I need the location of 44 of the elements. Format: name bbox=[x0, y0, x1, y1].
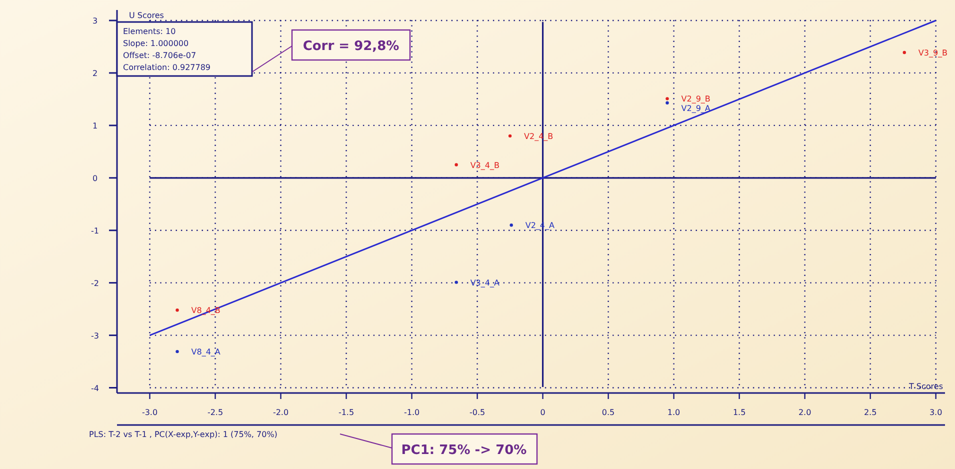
x-tick-label: -1.0 bbox=[404, 408, 420, 417]
annotation: Offset: -8.706e-07 bbox=[123, 51, 196, 60]
y-tick-label: -3 bbox=[91, 331, 99, 340]
point bbox=[666, 101, 669, 104]
x-tick-label: 1.5 bbox=[732, 408, 746, 417]
y-tick-label: 3 bbox=[92, 16, 98, 26]
annotation: Correlation: 0.927789 bbox=[123, 63, 211, 72]
x-tick-label: 0 bbox=[540, 408, 546, 417]
x-axis-title: T Scores bbox=[908, 382, 943, 391]
annotation: Corr = 92,8% bbox=[302, 39, 400, 54]
text: PLS: T-2 vs T-1 , PC(X-exp,Y-exp): 1 (75%, 70%) bbox=[89, 430, 278, 439]
annotation: Slope: 1.000000 bbox=[123, 39, 189, 48]
annotation: V8_4_A bbox=[191, 348, 221, 357]
x-tick-label: 1.0 bbox=[667, 408, 680, 417]
point bbox=[176, 308, 179, 312]
point bbox=[666, 97, 669, 100]
point bbox=[176, 350, 179, 354]
point bbox=[454, 163, 458, 166]
x-tick-label: -3.0 bbox=[142, 408, 158, 417]
annotation: V3_4_A bbox=[470, 278, 500, 288]
y-tick-label: -4 bbox=[91, 384, 99, 393]
x-tick-label: -1.5 bbox=[338, 408, 354, 417]
x-tick-label: -0.5 bbox=[469, 408, 486, 417]
x-tick-label: 2.5 bbox=[864, 408, 877, 417]
y-axis-title: U Scores bbox=[129, 11, 164, 20]
annotation: Elements: 10 bbox=[123, 27, 176, 36]
annotation: V3_4_B bbox=[470, 160, 500, 170]
point bbox=[510, 224, 513, 227]
point bbox=[902, 50, 906, 54]
y-tick-label: 0 bbox=[92, 174, 98, 183]
annotation: V2_9_A bbox=[681, 104, 711, 113]
x-tick-label: -2.0 bbox=[272, 408, 289, 417]
y-tick-label: 2 bbox=[92, 68, 98, 78]
y-tick-label: -2 bbox=[91, 278, 99, 288]
y-tick-label: -1 bbox=[91, 226, 99, 236]
x-tick-label: 3.0 bbox=[929, 408, 942, 417]
point bbox=[508, 134, 512, 138]
x-tick-label: -2.5 bbox=[207, 408, 224, 417]
point bbox=[454, 280, 458, 284]
y-tick-label: 1 bbox=[92, 121, 98, 130]
annotation: V3_9_B bbox=[918, 48, 948, 58]
annotation: V2_9_B bbox=[681, 94, 710, 104]
x-tick-label: 2.0 bbox=[798, 408, 812, 417]
x-tick-label: 0.5 bbox=[602, 408, 615, 417]
